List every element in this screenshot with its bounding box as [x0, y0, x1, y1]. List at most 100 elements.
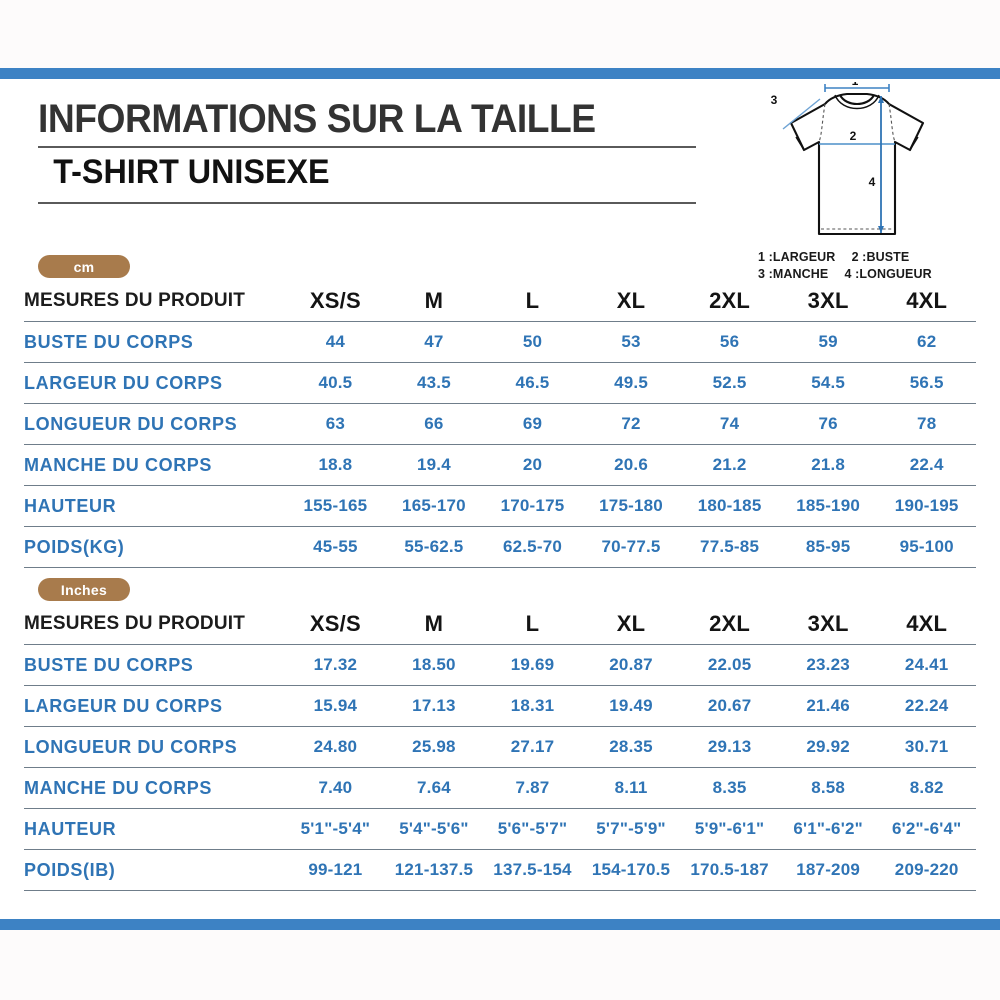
- cell-value: 8.82: [909, 778, 944, 797]
- cell-value: 137.5-154: [493, 860, 572, 879]
- size-table-inches: MESURES DU PRODUIT XS/S M L XL 2XL 3XL 4…: [24, 604, 976, 891]
- table-row: MANCHE DU CORPS 18.8 19.4 20 20.6 21.2 2…: [24, 444, 976, 486]
- cell-value: 5'7"-5'9": [596, 819, 666, 838]
- cell-value: 180-185: [697, 496, 762, 515]
- page-subtitle: T-SHIRT UNISEXE: [53, 153, 330, 191]
- size-table-cm-body: BUSTE DU CORPS 44 47 50 53 56 59 62 LARG…: [24, 321, 976, 568]
- cell-value: 76: [818, 414, 838, 433]
- page-title: INFORMATIONS SUR LA TAILLE: [38, 97, 596, 141]
- cell-value: 29.13: [707, 737, 752, 756]
- table-header-row: MESURES DU PRODUIT XS/S M L XL 2XL 3XL 4…: [24, 281, 976, 322]
- row-label: POIDS(IB): [24, 859, 116, 880]
- cell-value: 63: [325, 414, 346, 433]
- table-row: BUSTE DU CORPS 44 47 50 53 56 59 62: [24, 321, 976, 363]
- cell-value: 85-95: [805, 537, 851, 556]
- table-row: LONGUEUR DU CORPS 63 66 69 72 74 76 78: [24, 403, 976, 445]
- cell-value: 62.5-70: [502, 537, 563, 556]
- cell-value: 8.35: [712, 778, 747, 797]
- cell-value: 17.32: [313, 655, 358, 674]
- bottom-accent-bar: [0, 919, 1000, 930]
- tshirt-illustration-icon: 1 3 2 4: [771, 82, 925, 236]
- cell-value: 209-220: [894, 860, 959, 879]
- column-header-xs-s: XS/S: [309, 288, 361, 313]
- column-header-l: L: [525, 288, 540, 313]
- cell-value: 66: [424, 414, 444, 433]
- cell-value: 20.87: [609, 655, 653, 674]
- legend-largeur: 1 :LARGEUR: [758, 250, 836, 264]
- cell-value: 165-170: [402, 496, 466, 515]
- cell-value: 18.31: [510, 696, 555, 715]
- header-title-block: INFORMATIONS SUR LA TAILLE T-SHIRT UNISE…: [38, 98, 698, 204]
- table-row: LARGEUR DU CORPS 40.5 43.5 46.5 49.5 52.…: [24, 362, 976, 404]
- cell-value: 46.5: [515, 373, 550, 392]
- cell-value: 185-190: [796, 496, 861, 515]
- legend-manche: 3 :MANCHE: [758, 266, 829, 281]
- cell-value: 121-137.5: [394, 860, 474, 879]
- cell-value: 8.58: [811, 778, 846, 797]
- cell-value: 55-62.5: [404, 537, 464, 556]
- column-header-m: M: [424, 288, 444, 313]
- cell-value: 170.5-187: [690, 860, 769, 879]
- size-table-inches-body: BUSTE DU CORPS 17.32 18.50 19.69 20.87 2…: [24, 644, 976, 891]
- cell-value: 47: [424, 332, 444, 351]
- column-header-3xl: 3XL: [807, 611, 849, 636]
- table-row: POIDS(KG) 45-55 55-62.5 62.5-70 70-77.5 …: [24, 526, 976, 568]
- cell-value: 8.11: [614, 778, 648, 797]
- chart-canvas: INFORMATIONS SUR LA TAILLE T-SHIRT UNISE…: [0, 79, 1000, 919]
- cell-value: 74: [719, 414, 740, 433]
- column-header-xs-s: XS/S: [309, 611, 361, 636]
- table-row: HAUTEUR 5'1"-5'4" 5'4"-5'6" 5'6"-5'7" 5'…: [24, 808, 976, 850]
- table-row: HAUTEUR 155-165 165-170 170-175 175-180 …: [24, 485, 976, 527]
- diagram-marker-4: 4: [869, 175, 876, 189]
- size-table-cm-head: MESURES DU PRODUIT XS/S M L XL 2XL 3XL 4…: [24, 281, 976, 322]
- column-header-3xl: 3XL: [807, 288, 849, 313]
- cell-value: 6'2"-6'4": [891, 819, 962, 838]
- cell-value: 18.50: [412, 655, 456, 674]
- diagram-marker-2: 2: [850, 129, 857, 143]
- cell-value: 18.8: [318, 455, 353, 474]
- cell-value: 78: [917, 414, 937, 433]
- cell-value: 5'1"-5'4": [300, 819, 371, 838]
- cell-value: 43.5: [417, 373, 451, 392]
- column-header-measures: MESURES DU PRODUIT: [24, 290, 246, 311]
- cell-value: 19.69: [510, 655, 555, 674]
- cell-value: 28.35: [609, 737, 653, 756]
- cell-value: 70-77.5: [601, 537, 661, 556]
- cell-value: 175-180: [599, 496, 663, 515]
- top-accent-bar: [0, 68, 1000, 79]
- cell-value: 5'4"-5'6": [399, 819, 469, 838]
- cell-value: 5'6"-5'7": [497, 819, 568, 838]
- cell-value: 54.5: [811, 373, 846, 392]
- cell-value: 5'9"-6'1": [694, 819, 765, 838]
- row-label: LONGUEUR DU CORPS: [24, 413, 238, 434]
- legend-buste: 2 :BUSTE: [851, 250, 910, 264]
- cell-value: 7.87: [515, 778, 550, 797]
- row-label: LARGEUR DU CORPS: [24, 695, 223, 716]
- cell-value: 22.24: [904, 696, 949, 715]
- cell-value: 24.80: [313, 737, 358, 756]
- cell-value: 62: [917, 332, 937, 351]
- table-row: LARGEUR DU CORPS 15.94 17.13 18.31 19.49…: [24, 685, 976, 727]
- cell-value: 72: [621, 414, 641, 433]
- row-label: BUSTE DU CORPS: [24, 654, 194, 675]
- cell-value: 53: [621, 332, 641, 351]
- diagram-legend: 1 :LARGEUR 2 :BUSTE 3 :MANCHE 4 :LONGUEU…: [752, 249, 962, 282]
- cell-value: 187-209: [796, 860, 861, 879]
- table-row: POIDS(IB) 99-121 121-137.5 137.5-154 154…: [24, 849, 976, 891]
- column-header-4xl: 4XL: [906, 611, 948, 636]
- unit-badge-inches: Inches: [38, 578, 130, 601]
- cell-value: 24.41: [904, 655, 949, 674]
- cell-value: 52.5: [712, 373, 747, 392]
- diagram-marker-3: 3: [771, 93, 778, 107]
- title-divider-bottom: [38, 202, 696, 204]
- cell-value: 45-55: [313, 537, 358, 556]
- cell-value: 20.67: [707, 696, 752, 715]
- cell-value: 6'1"-6'2": [793, 819, 863, 838]
- row-label: MANCHE DU CORPS: [24, 454, 213, 475]
- cell-value: 40.5: [318, 373, 353, 392]
- cell-value: 19.4: [417, 455, 451, 474]
- row-label: POIDS(KG): [24, 536, 125, 557]
- cell-value: 69: [522, 414, 543, 433]
- row-label: BUSTE DU CORPS: [24, 331, 194, 352]
